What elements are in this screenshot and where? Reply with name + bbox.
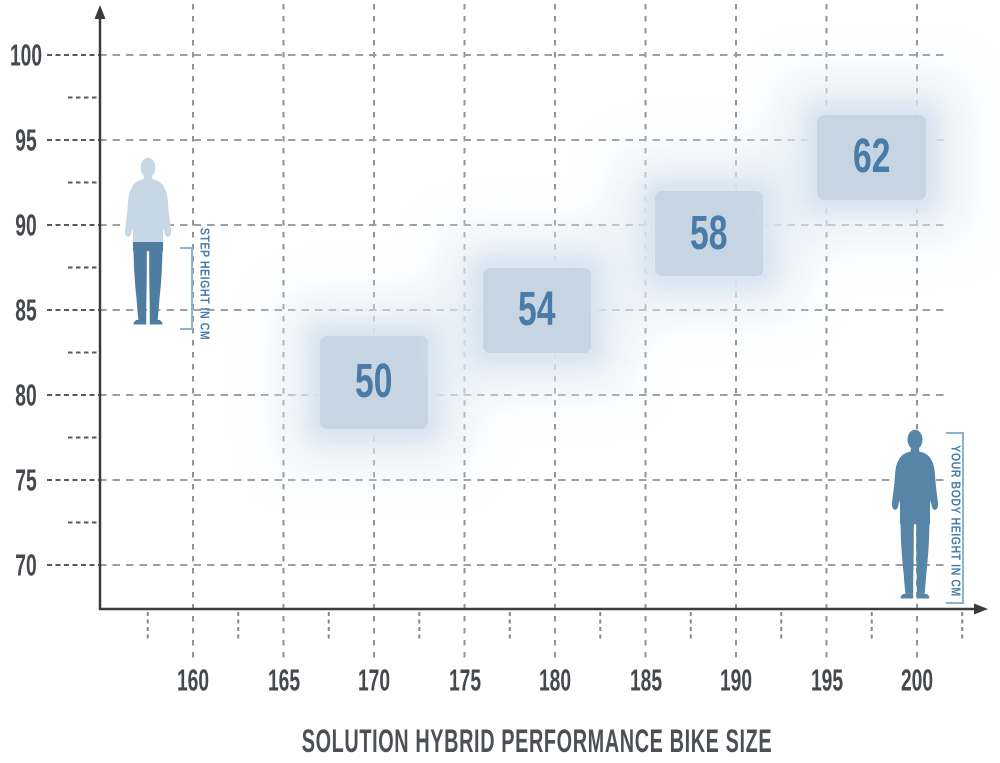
x-axis-arrow-icon [974, 603, 988, 615]
y-tick-label-80: 80 [9, 380, 43, 411]
x-tick-label-165: 165 [258, 665, 310, 696]
y-tick-label-70-text: 70 [15, 547, 37, 583]
step-height-label-text: STEP HEIGHT IN CM [197, 227, 212, 341]
y-tick-label-90: 90 [9, 210, 43, 241]
x-tick-label-200-text: 200 [900, 662, 934, 698]
x-tick-label-180: 180 [529, 665, 581, 696]
y-tick-label-70: 70 [9, 550, 43, 581]
y-axis-arrow-icon [94, 5, 106, 19]
step-height-label: STEP HEIGHT IN CM [197, 218, 212, 350]
x-tick-label-185-text: 185 [629, 662, 662, 698]
y-tick-label-95: 95 [9, 125, 43, 156]
size-box-62: 62 [817, 114, 927, 200]
size-box-50: 50 [319, 335, 429, 429]
y-tick-label-100: 100 [0, 40, 52, 71]
size-box-number-58: 58 [690, 206, 728, 260]
x-tick-label-175: 175 [439, 665, 491, 696]
size-box-58: 58 [654, 191, 764, 276]
size-box-number-62: 62 [853, 130, 891, 183]
x-tick-label-200: 200 [891, 665, 943, 696]
size-box-54: 54 [482, 267, 592, 353]
body-height-bracket [946, 432, 964, 604]
step-height-person-icon [124, 157, 172, 325]
x-tick-label-180-text: 180 [538, 662, 572, 698]
x-tick-label-195-text: 195 [810, 662, 843, 698]
y-tick-label-90-text: 90 [15, 207, 37, 243]
x-tick-label-195: 195 [801, 665, 853, 696]
chart-title-text: SOLUTION HYBRID PERFORMANCE BIKE SIZE [301, 723, 773, 759]
x-tick-label-190: 190 [710, 665, 762, 696]
step-height-bracket [180, 247, 193, 330]
body-height-person-icon [891, 429, 939, 599]
x-tick-label-190-text: 190 [719, 662, 753, 698]
x-tick-label-160-text: 160 [176, 662, 210, 698]
x-tick-label-160: 160 [167, 665, 219, 696]
y-tick-label-100-text: 100 [9, 37, 43, 73]
x-tick-label-170: 170 [348, 665, 400, 696]
x-tick-label-175-text: 175 [448, 662, 481, 698]
y-tick-label-95-text: 95 [15, 122, 37, 158]
x-tick-label-185: 185 [620, 665, 672, 696]
size-box-number-50: 50 [355, 355, 393, 409]
size-box-number-54: 54 [518, 283, 556, 336]
y-tick-label-80-text: 80 [15, 377, 37, 413]
y-tick-label-85-text: 85 [15, 292, 37, 328]
y-tick-label-75-text: 75 [15, 462, 37, 498]
y-tick-label-75: 75 [9, 465, 43, 496]
x-tick-label-170-text: 170 [357, 662, 391, 698]
body-height-label: YOUR BODY HEIGHT IN CM [948, 432, 963, 610]
chart-title: SOLUTION HYBRID PERFORMANCE BIKE SIZE [158, 725, 917, 757]
y-tick-label-85: 85 [9, 295, 43, 326]
x-tick-label-165-text: 165 [267, 662, 300, 698]
body-height-label-text: YOUR BODY HEIGHT IN CM [948, 445, 963, 597]
